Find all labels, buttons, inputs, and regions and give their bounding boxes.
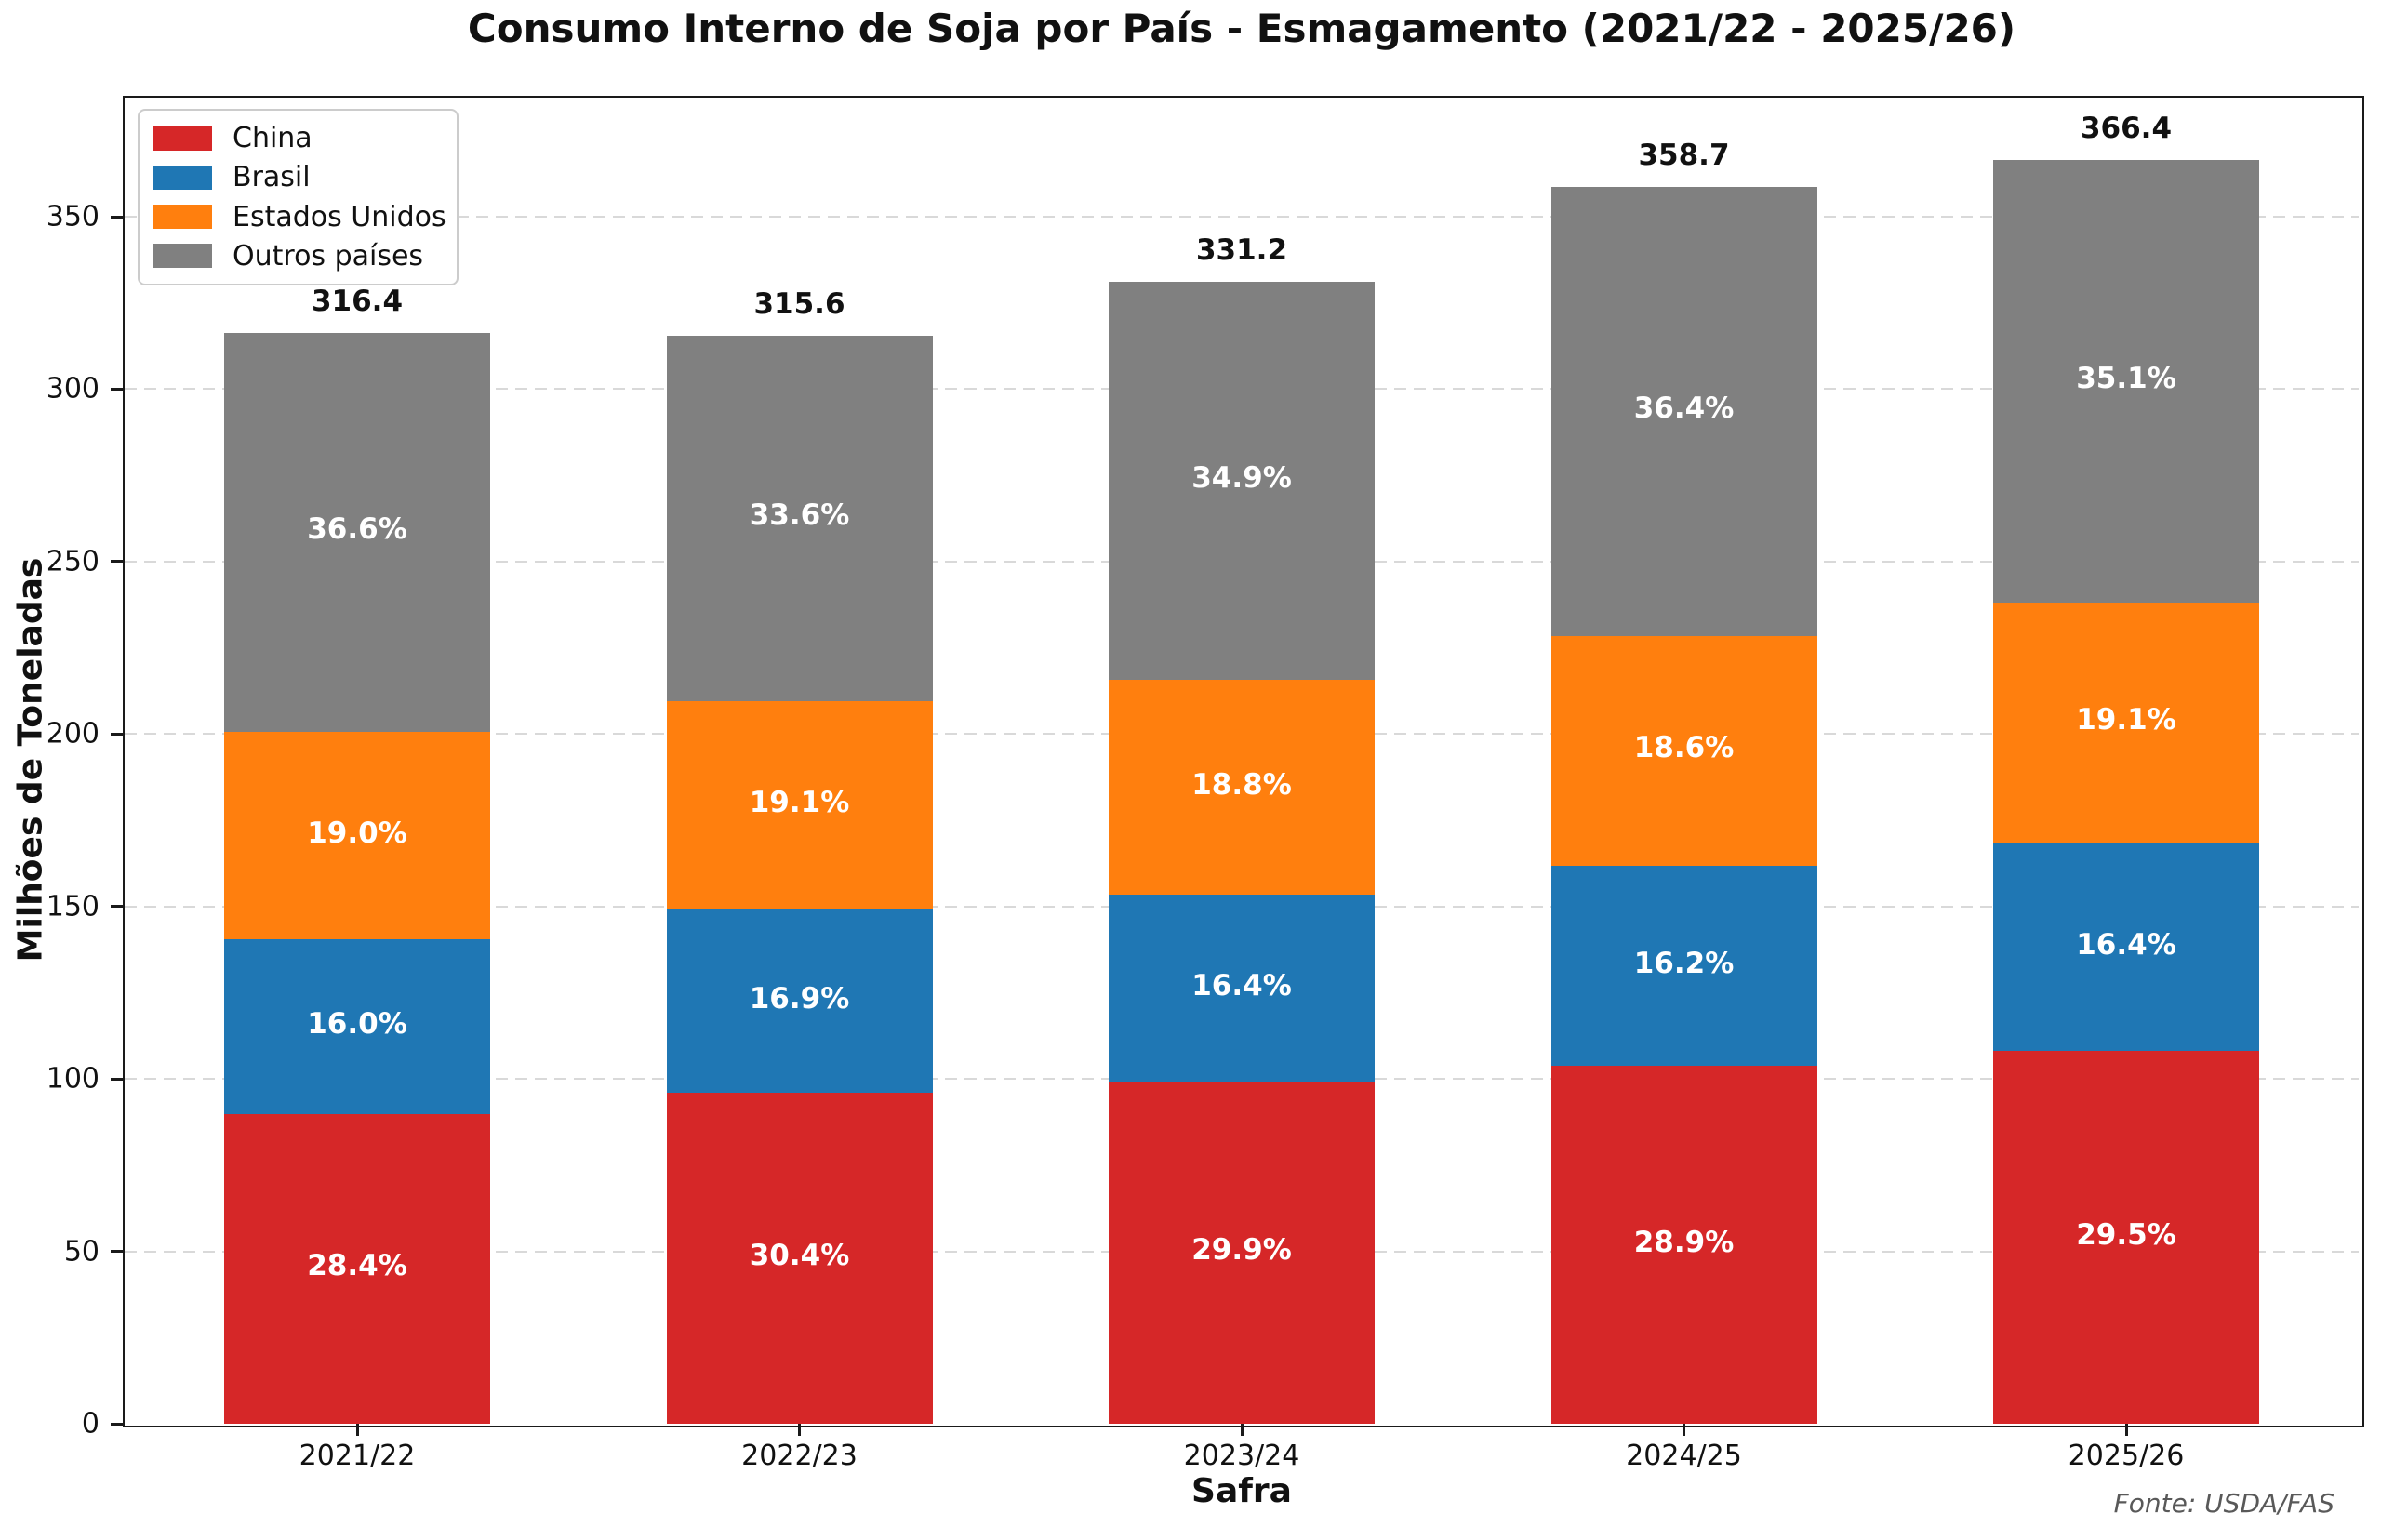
y-tick-label: 150	[46, 890, 100, 923]
y-tick-label: 100	[46, 1062, 100, 1095]
x-tick-label: 2022/23	[741, 1440, 858, 1472]
bar-total-label: 331.2	[1195, 232, 1288, 267]
bar-segment	[1993, 1051, 2259, 1424]
bar-segment-percent-label: 16.4%	[1191, 969, 1292, 1003]
bar-segment	[1993, 602, 2259, 844]
bar-segment-percent-label: 33.6%	[749, 498, 850, 533]
bar-segment	[224, 332, 490, 733]
legend-label: Brasil	[233, 161, 311, 194]
legend-swatch	[153, 126, 212, 151]
y-tick-label: 350	[46, 200, 100, 233]
bar-segment	[224, 1113, 490, 1424]
y-tick-label: 200	[46, 717, 100, 750]
bar-segment-percent-label: 29.9%	[1191, 1233, 1292, 1268]
bar-segment-percent-label: 36.6%	[307, 512, 407, 547]
bar-segment-percent-label: 36.4%	[1633, 392, 1735, 426]
bar-segment-percent-label: 16.2%	[1633, 946, 1735, 980]
bar-segment-percent-label: 16.4%	[2076, 927, 2176, 962]
bar-segment-percent-label: 29.5%	[2076, 1217, 2176, 1252]
bar-segment-percent-label: 28.9%	[1633, 1225, 1735, 1259]
x-tick-mark	[2124, 1424, 2128, 1436]
bar-total-label: 358.7	[1638, 138, 1730, 172]
gridline	[125, 216, 2359, 218]
legend-swatch	[153, 244, 212, 269]
legend: China Brasil Estados Unidos Outros países	[138, 109, 459, 285]
bar-segment-percent-label: 30.4%	[749, 1239, 850, 1273]
bar-segment	[666, 335, 933, 702]
bar-segment	[1550, 635, 1817, 866]
x-tick-label: 2025/26	[2068, 1440, 2185, 1472]
bar-segment	[666, 1093, 933, 1424]
x-axis-label: Safra	[1191, 1472, 1292, 1510]
bar-segment	[224, 938, 490, 1114]
bar-total-label: 315.6	[753, 286, 845, 321]
bar-segment-percent-label: 16.9%	[749, 981, 850, 1016]
bar-segment-percent-label: 28.4%	[307, 1249, 407, 1283]
legend-item: Brasil	[153, 161, 457, 193]
bar-segment-percent-label: 34.9%	[1191, 461, 1292, 496]
bar-segment	[1109, 281, 1375, 681]
bar-segment	[1109, 680, 1375, 896]
y-tick-mark	[111, 732, 123, 736]
bar-segment	[1550, 186, 1817, 636]
bar-segment-percent-label: 19.0%	[307, 816, 407, 850]
bar-segment	[1109, 1082, 1375, 1424]
bar-segment-percent-label: 19.1%	[2076, 703, 2176, 737]
x-tick-mark	[798, 1424, 801, 1436]
y-tick-mark	[111, 1077, 123, 1081]
bar-total-label: 316.4	[311, 284, 404, 318]
legend-item: China	[153, 122, 457, 154]
y-tick-mark	[111, 560, 123, 564]
bar-segment	[1993, 843, 2259, 1052]
bar-segment-percent-label: 19.1%	[749, 785, 850, 819]
legend-item: Estados Unidos	[153, 201, 457, 233]
legend-label: Outros países	[233, 239, 424, 272]
y-tick-mark	[111, 905, 123, 909]
bar-segment	[1550, 1066, 1817, 1424]
y-tick-label: 0	[81, 1407, 100, 1440]
bar-segment	[1550, 865, 1817, 1067]
chart-title: Consumo Interno de Soja por País - Esmag…	[467, 6, 2016, 51]
x-tick-label: 2021/22	[299, 1440, 416, 1472]
y-tick-label: 300	[46, 372, 100, 405]
bar-segment	[1993, 160, 2259, 603]
y-tick-mark	[111, 1250, 123, 1254]
x-tick-mark	[1240, 1424, 1244, 1436]
legend-item: Outros países	[153, 240, 457, 272]
y-tick-mark	[111, 215, 123, 219]
x-tick-label: 2024/25	[1626, 1440, 1742, 1472]
bar-segment-percent-label: 18.8%	[1191, 767, 1292, 802]
legend-label: Estados Unidos	[233, 200, 446, 233]
bar-segment	[666, 909, 933, 1094]
y-tick-mark	[111, 1422, 123, 1426]
legend-label: China	[233, 122, 313, 154]
bar-total-label: 366.4	[2080, 112, 2173, 146]
legend-swatch	[153, 165, 212, 190]
bar-segment	[666, 701, 933, 909]
x-tick-mark	[355, 1424, 359, 1436]
y-tick-label: 250	[46, 545, 100, 578]
bar-segment-percent-label: 35.1%	[2076, 361, 2176, 395]
legend-swatch	[153, 205, 212, 230]
y-tick-label: 50	[63, 1235, 100, 1268]
bar-segment-percent-label: 18.6%	[1633, 731, 1735, 765]
y-tick-mark	[111, 387, 123, 391]
x-tick-label: 2023/24	[1183, 1440, 1300, 1472]
bar-segment	[224, 732, 490, 939]
bar-segment-percent-label: 16.0%	[307, 1006, 407, 1041]
bar-segment	[1109, 895, 1375, 1082]
source-note: Fonte: USDA/FAS	[2113, 1488, 2334, 1519]
x-tick-mark	[1683, 1424, 1685, 1436]
